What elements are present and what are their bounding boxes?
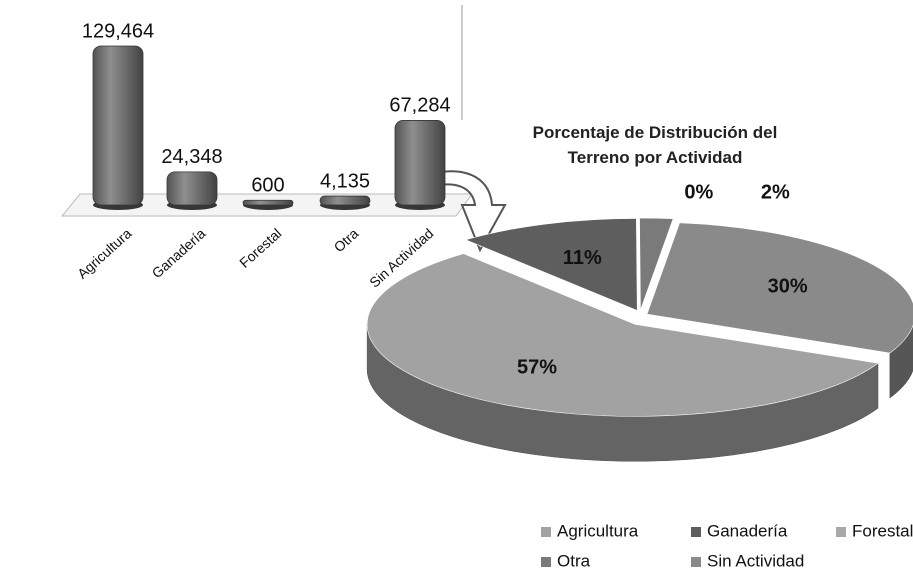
legend-swatch bbox=[691, 527, 701, 537]
x-tick-label: Ganadería bbox=[149, 225, 209, 281]
value-label: 4,135 bbox=[320, 170, 370, 192]
pie-chart: 57% 11% 0% 2% 30% bbox=[366, 181, 913, 462]
slice bbox=[366, 253, 879, 417]
slice-label: 11% bbox=[563, 247, 602, 269]
bar bbox=[394, 120, 446, 206]
slice bbox=[638, 217, 641, 311]
arrow bbox=[439, 170, 507, 253]
bar bbox=[92, 45, 144, 206]
legend-label: Forestal bbox=[852, 521, 913, 540]
x-tick-label: Otra bbox=[331, 225, 362, 255]
slice bbox=[646, 222, 913, 354]
bar bbox=[242, 199, 294, 206]
slice bbox=[464, 218, 638, 311]
value-label: 24,348 bbox=[161, 146, 222, 168]
bar bbox=[319, 195, 371, 206]
pie-title: Porcentaje de Distribución del Terreno p… bbox=[532, 123, 778, 167]
legend-label: Agricultura bbox=[557, 521, 639, 540]
slice-label: 0% bbox=[684, 181, 713, 203]
legend-swatch bbox=[836, 527, 846, 537]
legend-swatch bbox=[541, 557, 551, 567]
legend-label: Sin Actividad bbox=[707, 551, 804, 570]
bar bbox=[166, 171, 218, 206]
slice-label: 2% bbox=[761, 181, 790, 203]
value-label: 67,284 bbox=[389, 95, 450, 117]
x-tick-label: Agricultura bbox=[74, 225, 135, 282]
value-label: 129,464 bbox=[82, 20, 154, 42]
value-label: 600 bbox=[251, 175, 284, 197]
legend-label: Otra bbox=[557, 551, 591, 570]
legend-label: Ganadería bbox=[707, 521, 788, 540]
slice-label: 30% bbox=[768, 276, 808, 298]
legend-swatch bbox=[691, 557, 701, 567]
slice bbox=[639, 217, 674, 311]
slice-label: 57% bbox=[517, 356, 557, 378]
bar-chart: 129,464 Agricultura 24,348 Ganadería 600 Fore… bbox=[74, 20, 451, 290]
legend-swatch bbox=[541, 527, 551, 537]
x-tick-label: Forestal bbox=[236, 225, 284, 271]
legend: Agricultura Ganadería Forestal Otra Sin Acti… bbox=[541, 521, 913, 570]
